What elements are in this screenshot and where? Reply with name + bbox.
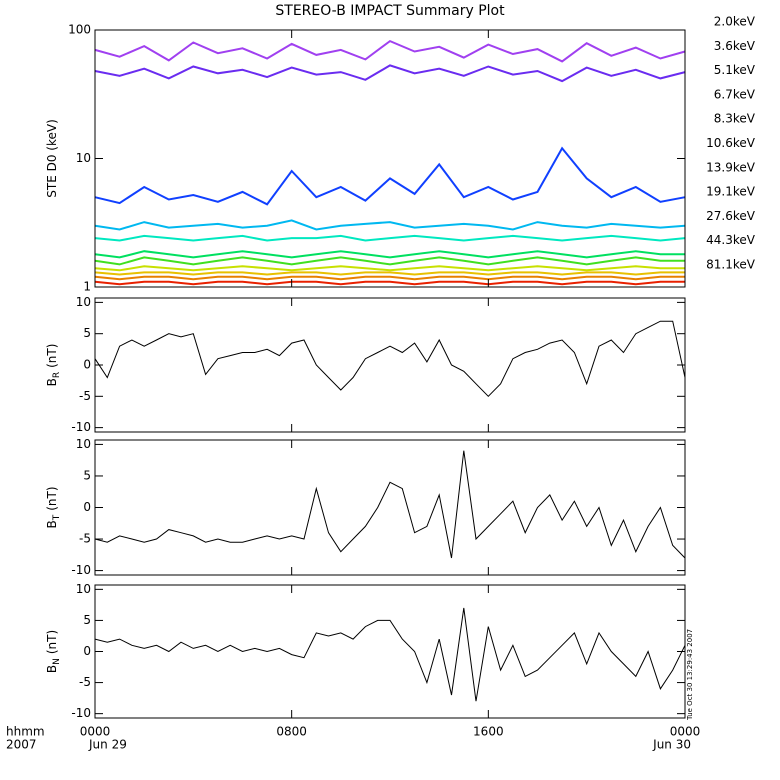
plot-frame: [94, 584, 686, 719]
data-line: [94, 219, 686, 231]
y-axis-label: BR (nT): [45, 344, 62, 387]
y-label-main: B: [45, 378, 59, 386]
legend-label: 27.6keV: [706, 209, 756, 223]
data-line: [94, 275, 685, 281]
legend-label: 13.9keV: [706, 160, 756, 174]
data-line: [94, 607, 686, 702]
y-label-unit: (nT): [45, 630, 59, 654]
y-tick-label: -5: [79, 675, 91, 689]
legend-label: 19.1keV: [706, 185, 756, 199]
x-tick-label: 0000: [670, 725, 701, 739]
corner-label: 2007: [6, 738, 37, 752]
x-tick-label: 1600: [473, 725, 504, 739]
plot-frame: [94, 297, 686, 433]
y-label-unit: (nT): [45, 344, 59, 368]
data-line: [94, 234, 686, 242]
y-label-sub: R: [52, 372, 62, 378]
date-label: Jun 29: [88, 738, 127, 752]
x-tick-label: 0000: [80, 725, 111, 739]
y-tick-label: 5: [83, 468, 91, 482]
y-label-sub: N: [52, 658, 62, 665]
y-tick-label: 0: [83, 358, 91, 372]
y-axis-label: STE D0 (keV): [45, 119, 59, 198]
y-axis-label: BN (nT): [45, 630, 62, 673]
y-tick-label: 0: [83, 644, 91, 658]
chart-title: STEREO-B IMPACT Summary Plot: [275, 3, 505, 19]
legend-label: 8.3keV: [714, 112, 756, 126]
data-line: [94, 265, 685, 272]
data-line: [94, 280, 685, 286]
data-line: [94, 39, 686, 63]
legend-label: 2.0keV: [714, 15, 756, 29]
plot-frame: [94, 29, 686, 288]
y-tick-label: 10: [76, 295, 91, 309]
y-tick-label: -5: [79, 532, 91, 546]
date-label: Jun 30: [652, 738, 691, 752]
y-tick-label: -5: [79, 389, 91, 403]
data-line: [94, 146, 686, 206]
corner-label: hhmm: [6, 725, 45, 739]
y-tick-label: 1: [83, 280, 91, 294]
y-tick-label: -10: [71, 563, 91, 577]
y-label-unit: (nT): [45, 486, 59, 510]
y-axis-label: BT (nT): [45, 486, 62, 528]
y-tick-label: 0: [83, 500, 91, 514]
plot-frame: [94, 439, 686, 576]
y-tick-label: 10: [76, 437, 91, 451]
y-label-sub: T: [52, 514, 62, 521]
y-tick-label: 10: [76, 151, 91, 165]
legend-label: 6.7keV: [714, 87, 756, 101]
data-line: [94, 250, 685, 259]
data-line: [94, 64, 686, 83]
y-tick-label: 10: [76, 582, 91, 596]
x-tick-label: 0800: [276, 725, 307, 739]
legend-label: 5.1keV: [714, 63, 756, 77]
y-tick-label: -10: [71, 420, 91, 434]
y-tick-label: 5: [83, 326, 91, 340]
y-tick-label: 5: [83, 613, 91, 627]
legend-label: 81.1keV: [706, 258, 756, 272]
legend-label: 44.3keV: [706, 233, 756, 247]
y-tick-label: 100: [68, 23, 91, 37]
data-line: [94, 256, 685, 266]
y-label-main: B: [45, 520, 59, 528]
data-line: [94, 271, 685, 276]
y-label-main: B: [45, 665, 59, 673]
legend-label: 3.6keV: [714, 39, 756, 53]
y-label-main: STE D0 (keV): [45, 119, 59, 198]
y-tick-label: -10: [71, 706, 91, 720]
data-line: [94, 320, 686, 398]
legend-label: 10.6keV: [706, 136, 756, 150]
timestamp: Tue Oct 30 13:29:43 2007: [686, 629, 694, 721]
data-line: [94, 450, 686, 559]
